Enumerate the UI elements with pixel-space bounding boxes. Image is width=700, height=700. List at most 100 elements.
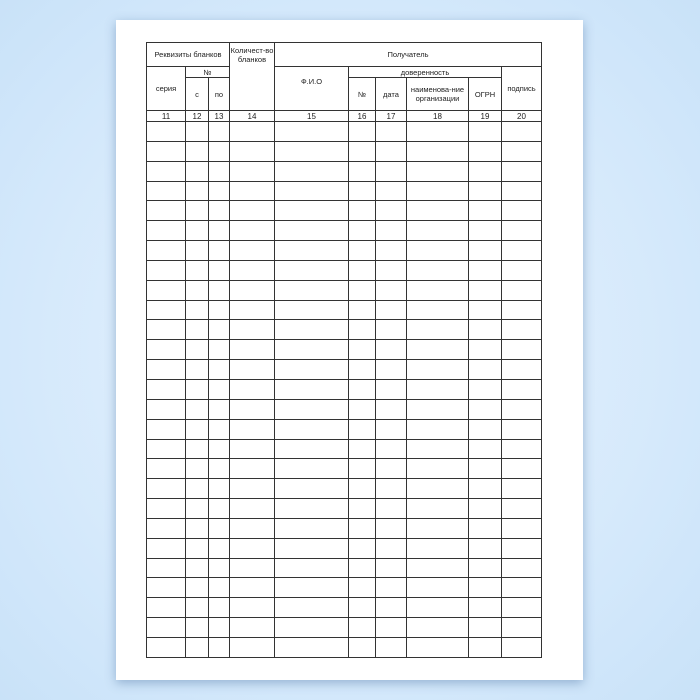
- table-cell[interactable]: [406, 140, 469, 162]
- table-cell[interactable]: [375, 220, 407, 242]
- table-cell[interactable]: [229, 458, 275, 480]
- table-cell[interactable]: [229, 617, 275, 638]
- table-cell[interactable]: [501, 339, 542, 361]
- table-cell[interactable]: [375, 597, 407, 619]
- table-cell[interactable]: [274, 418, 349, 440]
- table-cell[interactable]: [406, 597, 469, 619]
- table-cell[interactable]: [468, 617, 502, 638]
- table-cell[interactable]: [348, 180, 376, 202]
- table-cell[interactable]: [501, 200, 542, 222]
- table-cell[interactable]: [208, 636, 230, 658]
- table-cell[interactable]: [468, 537, 502, 559]
- table-cell[interactable]: [274, 478, 349, 500]
- table-cell[interactable]: [208, 359, 230, 380]
- table-cell[interactable]: [375, 498, 407, 519]
- table-cell[interactable]: [229, 577, 275, 599]
- table-cell[interactable]: [185, 140, 209, 162]
- table-cell[interactable]: [146, 517, 186, 539]
- table-cell[interactable]: [274, 180, 349, 202]
- table-cell[interactable]: [208, 517, 230, 539]
- table-cell[interactable]: [501, 180, 542, 202]
- table-cell[interactable]: [375, 636, 407, 658]
- table-cell[interactable]: [229, 140, 275, 162]
- table-cell[interactable]: [406, 498, 469, 519]
- table-cell[interactable]: [229, 517, 275, 539]
- table-cell[interactable]: [468, 121, 502, 142]
- table-cell[interactable]: [229, 180, 275, 202]
- table-cell[interactable]: [468, 498, 502, 519]
- table-cell[interactable]: [468, 478, 502, 500]
- table-cell[interactable]: [274, 498, 349, 519]
- table-cell[interactable]: [468, 438, 502, 460]
- table-cell[interactable]: [146, 180, 186, 202]
- table-cell[interactable]: [185, 577, 209, 599]
- table-cell[interactable]: [229, 597, 275, 619]
- table-cell[interactable]: [501, 597, 542, 619]
- table-cell[interactable]: [185, 458, 209, 480]
- table-cell[interactable]: [501, 478, 542, 500]
- table-cell[interactable]: [185, 478, 209, 500]
- table-cell[interactable]: [501, 220, 542, 242]
- table-cell[interactable]: [375, 478, 407, 500]
- table-cell[interactable]: [501, 160, 542, 182]
- table-cell[interactable]: [185, 557, 209, 579]
- table-cell[interactable]: [274, 240, 349, 261]
- table-cell[interactable]: [208, 537, 230, 559]
- table-cell[interactable]: [229, 299, 275, 321]
- table-cell[interactable]: [468, 140, 502, 162]
- table-cell[interactable]: [274, 577, 349, 599]
- table-cell[interactable]: [185, 438, 209, 460]
- table-cell[interactable]: [468, 299, 502, 321]
- table-cell[interactable]: [146, 458, 186, 480]
- table-cell[interactable]: [406, 478, 469, 500]
- table-cell[interactable]: [468, 577, 502, 599]
- table-cell[interactable]: [468, 418, 502, 440]
- table-cell[interactable]: [229, 339, 275, 361]
- table-cell[interactable]: [229, 636, 275, 658]
- table-cell[interactable]: [348, 299, 376, 321]
- table-cell[interactable]: [375, 299, 407, 321]
- table-cell[interactable]: [406, 200, 469, 222]
- table-cell[interactable]: [468, 220, 502, 242]
- table-cell[interactable]: [146, 140, 186, 162]
- table-cell[interactable]: [375, 240, 407, 261]
- table-cell[interactable]: [185, 339, 209, 361]
- table-cell[interactable]: [274, 517, 349, 539]
- table-cell[interactable]: [406, 537, 469, 559]
- table-cell[interactable]: [348, 121, 376, 142]
- table-cell[interactable]: [501, 140, 542, 162]
- table-cell[interactable]: [375, 339, 407, 361]
- table-cell[interactable]: [348, 537, 376, 559]
- table-cell[interactable]: [146, 577, 186, 599]
- table-cell[interactable]: [348, 160, 376, 182]
- table-cell[interactable]: [229, 498, 275, 519]
- table-cell[interactable]: [406, 220, 469, 242]
- table-cell[interactable]: [274, 617, 349, 638]
- table-cell[interactable]: [229, 121, 275, 142]
- table-cell[interactable]: [501, 537, 542, 559]
- table-cell[interactable]: [146, 299, 186, 321]
- table-cell[interactable]: [185, 498, 209, 519]
- table-cell[interactable]: [146, 597, 186, 619]
- table-cell[interactable]: [375, 398, 407, 420]
- table-cell[interactable]: [274, 279, 349, 301]
- table-cell[interactable]: [208, 319, 230, 341]
- table-cell[interactable]: [501, 617, 542, 638]
- table-cell[interactable]: [468, 180, 502, 202]
- table-cell[interactable]: [274, 319, 349, 341]
- table-cell[interactable]: [146, 398, 186, 420]
- table-cell[interactable]: [229, 557, 275, 579]
- table-cell[interactable]: [185, 160, 209, 182]
- table-cell[interactable]: [208, 299, 230, 321]
- table-cell[interactable]: [406, 458, 469, 480]
- table-cell[interactable]: [146, 438, 186, 460]
- table-cell[interactable]: [185, 121, 209, 142]
- table-cell[interactable]: [274, 339, 349, 361]
- table-cell[interactable]: [274, 438, 349, 460]
- table-cell[interactable]: [185, 359, 209, 380]
- table-cell[interactable]: [406, 319, 469, 341]
- table-cell[interactable]: [406, 557, 469, 579]
- table-cell[interactable]: [468, 319, 502, 341]
- table-cell[interactable]: [185, 279, 209, 301]
- table-cell[interactable]: [468, 279, 502, 301]
